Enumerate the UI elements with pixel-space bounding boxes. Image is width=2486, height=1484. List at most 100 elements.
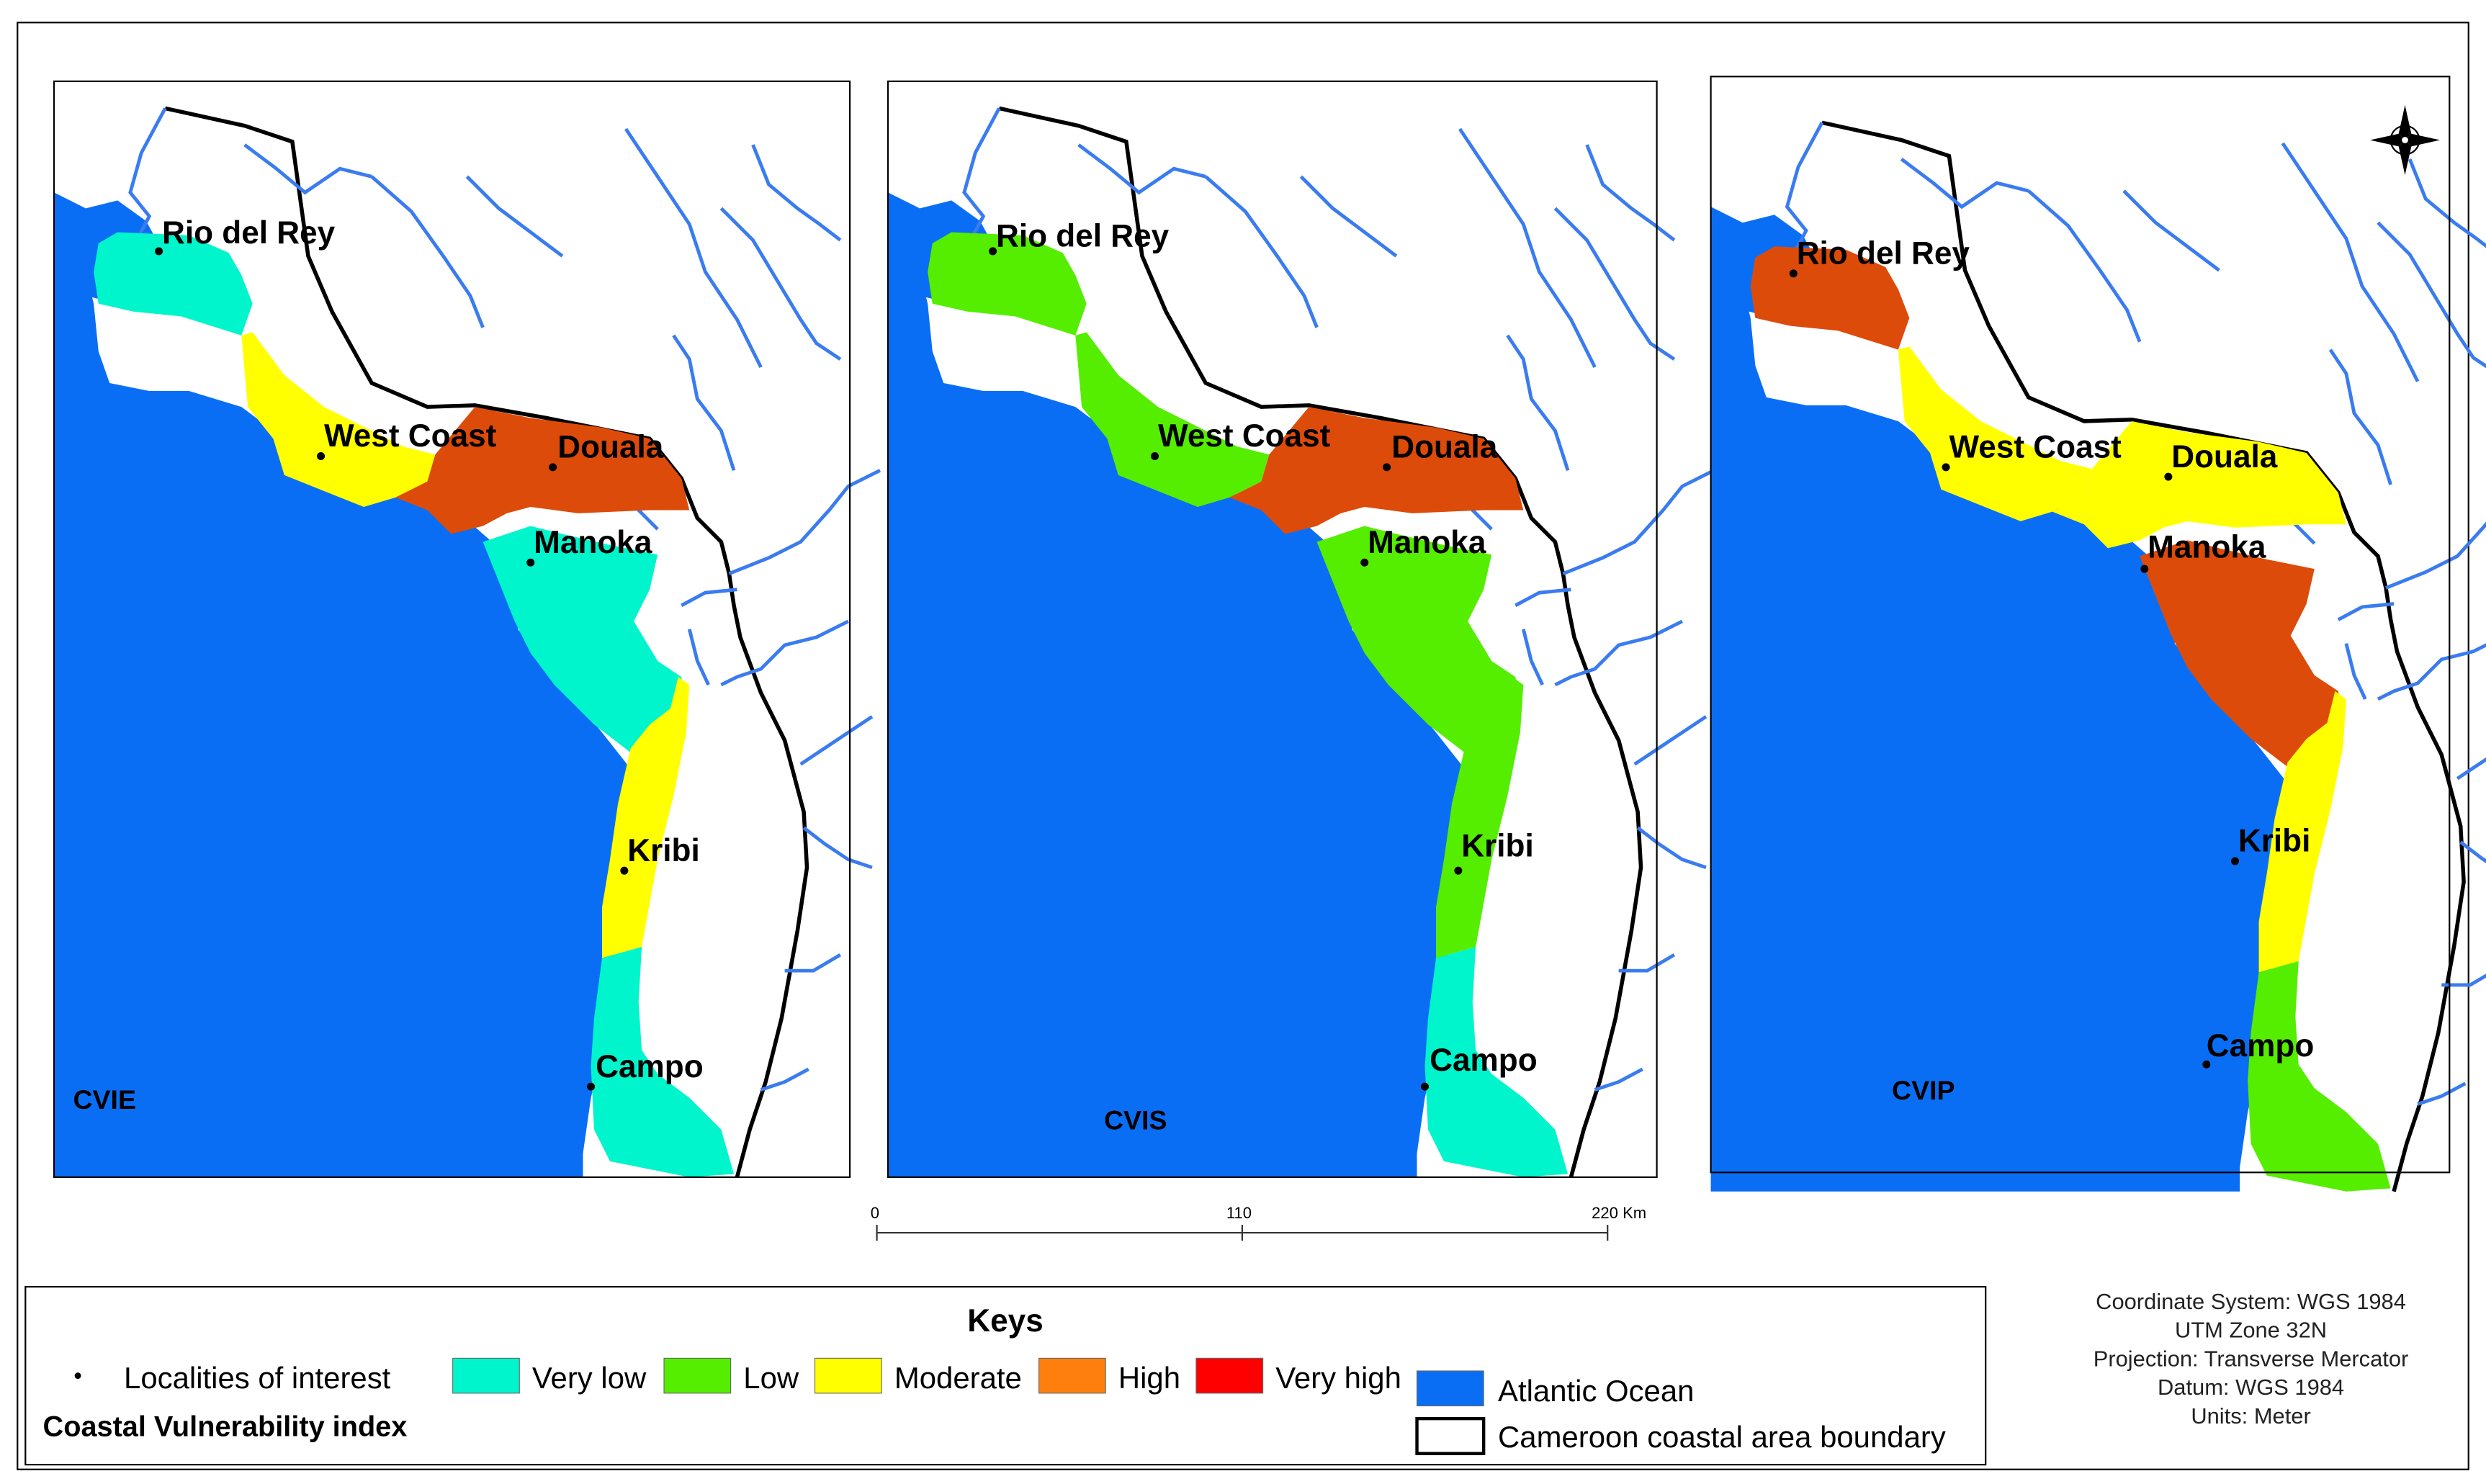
projection-line: Units: Meter [2191, 1403, 2310, 1429]
legend-ocean-label: Atlantic Ocean [1498, 1374, 1694, 1408]
locality-label-douala: Douala [2171, 439, 2278, 475]
locality-label-west-coast: West Coast [1949, 430, 2122, 465]
legend-swatch-very-high [1195, 1357, 1264, 1394]
segment-manoka [483, 526, 686, 761]
locality-label-manoka: Manoka [534, 525, 652, 560]
locality-label-kribi: Kribi [627, 833, 699, 868]
legend-class-label: Moderate [894, 1361, 1022, 1395]
segment-rio-del-rey [928, 232, 1087, 336]
scale-tick-label: 0 [871, 1204, 879, 1222]
locality-markers [1789, 269, 2240, 1069]
legend-localities-label: Localities of interest [124, 1361, 391, 1395]
legend-class-label: Very low [532, 1361, 647, 1395]
legend-class-label: Low [743, 1361, 799, 1395]
projection-line: Projection: Transverse Mercator [2094, 1346, 2409, 1371]
segment-kribi [1435, 677, 1524, 958]
segment-campo [1424, 947, 1569, 1177]
locality-label-douala: Douala [557, 430, 664, 465]
locality-dot [317, 451, 326, 460]
locality-label-rio-del-rey: Rio del Rey [996, 218, 1170, 253]
locality-label-campo: Campo [1430, 1043, 1537, 1078]
segment-campo [2248, 961, 2391, 1192]
segment-west-coast [1898, 346, 2092, 521]
locality-dot [1454, 866, 1463, 875]
legend-title: Keys [967, 1303, 1043, 1339]
segment-rio-del-rey [94, 232, 253, 336]
legend-boundary-label: Cameroon coastal area boundary [1498, 1420, 1946, 1454]
locality-label-campo: Campo [596, 1049, 704, 1084]
map-panel-cvip: Rio del Rey West Coast Douala Manoka Kri… [1711, 76, 2486, 1191]
locality-label-campo: Campo [2207, 1028, 2315, 1063]
projection-line: Datum: WGS 1984 [2158, 1375, 2344, 1400]
locality-dot [1151, 451, 1159, 460]
segment-douala [2052, 421, 2346, 549]
locality-label-kribi: Kribi [2238, 824, 2310, 859]
locality-markers [155, 247, 629, 1091]
locality-label-manoka: Manoka [2148, 530, 2266, 565]
panel-title: CVIS [1104, 1105, 1167, 1136]
locality-label-west-coast: West Coast [1158, 418, 1331, 454]
locality-symbol-icon [74, 1372, 81, 1380]
map-panel-cvis: Rio del Rey West Coast Douala Manoka Kri… [888, 81, 1714, 1177]
locality-markers [989, 247, 1463, 1091]
scale-tick-label: 110 [1226, 1204, 1252, 1222]
legend-swatch-low [663, 1357, 732, 1394]
locality-label-rio-del-rey: Rio del Rey [162, 215, 336, 251]
map-panel-cvie: Rio del Rey West Coast Douala Manoka Kri… [54, 81, 880, 1177]
legend-class-label: Very high [1275, 1361, 1401, 1395]
legend-swatch-moderate [814, 1357, 882, 1394]
segment-west-coast [1075, 332, 1270, 508]
locality-dot [989, 247, 997, 256]
locality-dot [587, 1082, 596, 1091]
segment-douala [395, 407, 690, 534]
locality-labels: Rio del Rey West Coast Douala Manoka Kri… [996, 218, 1538, 1078]
legend-swatch-boundary [1415, 1416, 1486, 1455]
locality-label-rio-del-rey: Rio del Rey [1797, 236, 1970, 271]
segment-manoka [2140, 540, 2343, 775]
locality-dot [2230, 857, 2240, 865]
locality-dot [526, 558, 535, 567]
legend: Keys Localities of interest Coastal Vuln… [24, 1285, 1987, 1466]
vulnerability-segments [94, 232, 735, 1177]
legend-swatch-high [1038, 1357, 1106, 1394]
projection-info: Coordinate System: WGS 1984 UTM Zone 32N… [2094, 1289, 2409, 1429]
north-arrow-icon [2369, 104, 2441, 176]
locality-dot [2202, 1060, 2211, 1069]
locality-dot [620, 866, 629, 875]
panel-title: CVIP [1892, 1075, 1955, 1105]
legend-swatch-very-low [452, 1357, 520, 1394]
locality-label-kribi: Kribi [1461, 828, 1533, 863]
locality-dot [2140, 565, 2149, 573]
locality-dot [1360, 558, 1369, 567]
segment-west-coast [241, 332, 436, 508]
segment-manoka [1316, 526, 1520, 761]
segment-campo [591, 947, 735, 1177]
vulnerability-segments [1750, 246, 2391, 1192]
locality-labels: Rio del Rey West Coast Douala Manoka Kri… [1797, 236, 2315, 1064]
locality-label-manoka: Manoka [1368, 525, 1486, 560]
scale-bar: 0 110 220 Km [871, 1204, 1646, 1241]
panel-title: CVIE [73, 1084, 136, 1115]
segment-kribi [2258, 691, 2346, 973]
locality-dot [155, 247, 163, 256]
locality-label-west-coast: West Coast [324, 418, 497, 454]
locality-dot [1789, 269, 1798, 278]
outer-frame [17, 22, 2469, 1470]
projection-line: UTM Zone 32N [2175, 1318, 2327, 1343]
scale-tick-label: 220 Km [1592, 1204, 1646, 1222]
locality-dot [549, 463, 557, 472]
locality-dot [1383, 463, 1391, 472]
segment-douala [1229, 407, 1524, 534]
legend-class-label: High [1118, 1361, 1180, 1395]
segment-kribi [601, 677, 690, 958]
legend-index-label: Coastal Vulnerability index [43, 1411, 408, 1442]
locality-dot [2164, 472, 2173, 481]
locality-label-douala: Douala [1391, 430, 1498, 465]
locality-labels: Rio del Rey West Coast Douala Manoka Kri… [162, 215, 704, 1084]
projection-line: Coordinate System: WGS 1984 [2096, 1289, 2406, 1314]
locality-dot [1421, 1082, 1430, 1091]
locality-dot [1942, 463, 1950, 472]
legend-swatch-ocean [1416, 1370, 1484, 1407]
vulnerability-segments [928, 232, 1569, 1177]
